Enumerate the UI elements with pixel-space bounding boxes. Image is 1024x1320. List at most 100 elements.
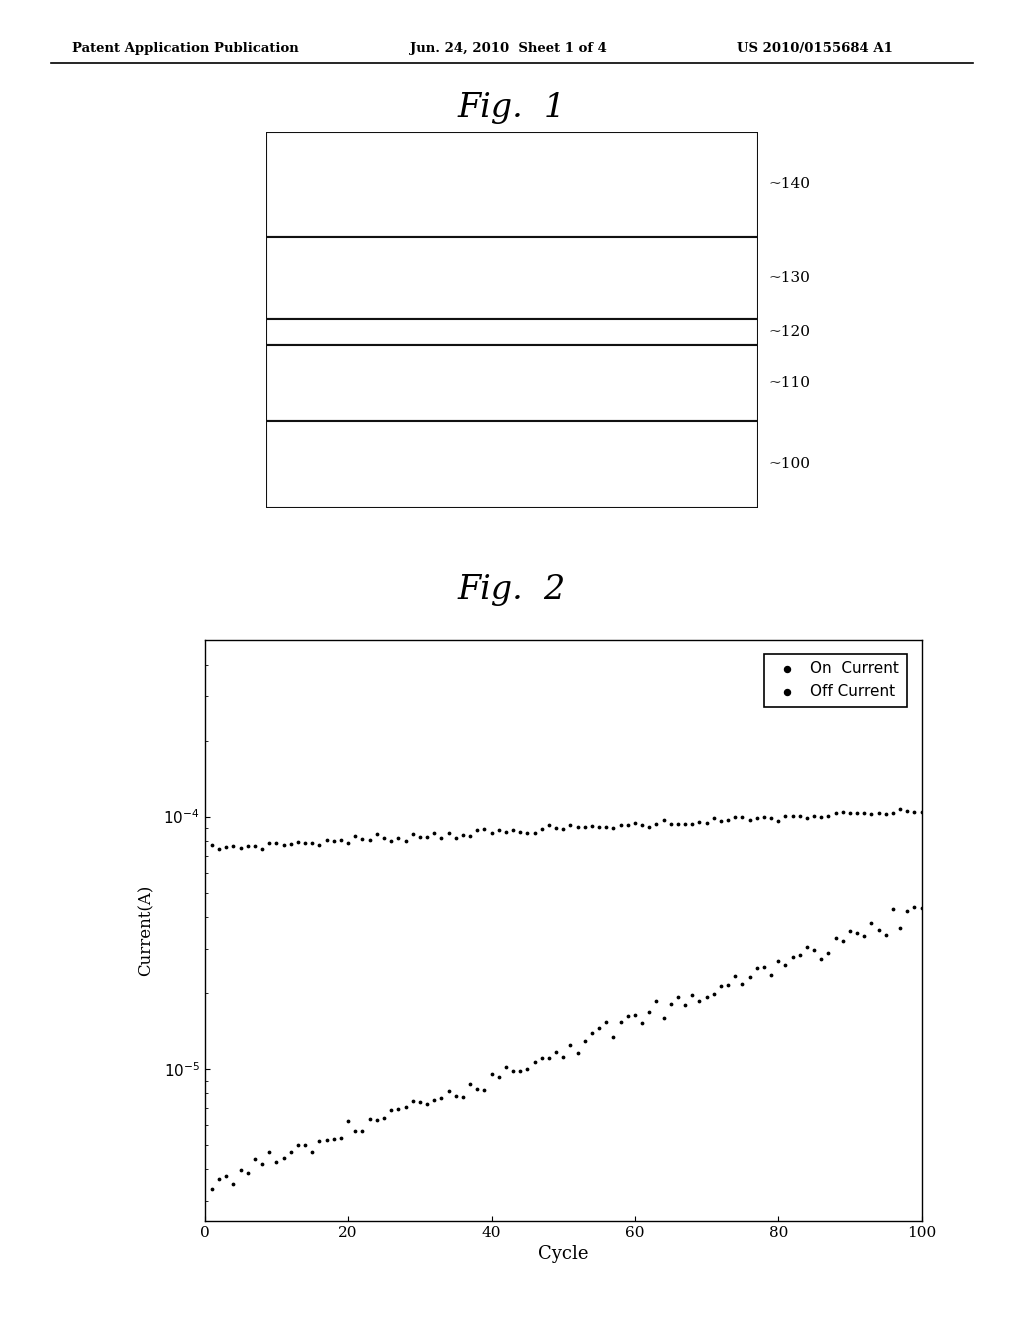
Off Current xyxy=(670,987,686,1008)
Off Current xyxy=(275,1147,292,1168)
Off Current xyxy=(577,1031,593,1052)
Off Current xyxy=(634,1012,650,1034)
Off Current xyxy=(856,925,872,946)
On  Current xyxy=(770,810,786,832)
On  Current xyxy=(892,799,908,820)
Off Current xyxy=(641,1002,657,1023)
Off Current xyxy=(433,1088,450,1109)
Off Current xyxy=(827,928,844,949)
Off Current xyxy=(404,1090,421,1111)
Bar xyxy=(266,345,758,421)
Off Current xyxy=(892,917,908,939)
On  Current xyxy=(326,830,342,851)
Off Current xyxy=(698,986,715,1007)
Off Current xyxy=(526,1052,543,1073)
Off Current xyxy=(548,1041,564,1063)
Off Current xyxy=(734,973,751,994)
On  Current xyxy=(655,809,672,830)
On  Current xyxy=(354,829,371,850)
Off Current xyxy=(498,1057,514,1078)
Off Current xyxy=(225,1173,242,1195)
On  Current xyxy=(268,833,285,854)
Off Current xyxy=(562,1035,579,1056)
On  Current xyxy=(806,807,822,828)
Off Current xyxy=(727,965,743,986)
Off Current xyxy=(361,1109,378,1130)
Off Current xyxy=(784,946,801,968)
Off Current xyxy=(677,994,693,1015)
Off Current xyxy=(519,1059,536,1080)
Off Current xyxy=(247,1148,263,1170)
On  Current xyxy=(283,833,299,854)
On  Current xyxy=(591,816,607,837)
Off Current xyxy=(569,1043,586,1064)
On  Current xyxy=(483,822,500,843)
Off Current xyxy=(612,1011,629,1032)
Off Current xyxy=(369,1109,385,1130)
On  Current xyxy=(827,803,844,824)
On  Current xyxy=(835,801,851,822)
Off Current xyxy=(763,965,779,986)
Text: ~100: ~100 xyxy=(768,458,810,471)
Bar xyxy=(266,421,758,508)
Text: ~120: ~120 xyxy=(768,325,810,339)
On  Current xyxy=(419,826,435,847)
Off Current xyxy=(268,1151,285,1172)
On  Current xyxy=(240,836,256,857)
On  Current xyxy=(856,803,872,824)
On  Current xyxy=(641,817,657,838)
On  Current xyxy=(333,829,349,850)
Off Current xyxy=(820,942,837,964)
Off Current xyxy=(591,1018,607,1039)
Off Current xyxy=(376,1107,392,1129)
On  Current xyxy=(225,836,242,857)
On  Current xyxy=(684,813,700,834)
On  Current xyxy=(376,828,392,849)
Off Current xyxy=(283,1142,299,1163)
Text: ~140: ~140 xyxy=(768,177,810,191)
On  Current xyxy=(218,837,234,858)
On  Current xyxy=(383,830,399,851)
On  Current xyxy=(526,822,543,843)
Off Current xyxy=(913,898,930,919)
On  Current xyxy=(455,825,471,846)
On  Current xyxy=(304,832,321,853)
On  Current xyxy=(663,813,679,834)
On  Current xyxy=(275,834,292,855)
Legend: On  Current, Off Current: On Current, Off Current xyxy=(765,653,907,706)
Off Current xyxy=(261,1142,278,1163)
On  Current xyxy=(361,829,378,850)
Off Current xyxy=(476,1080,493,1101)
Off Current xyxy=(756,957,772,978)
On  Current xyxy=(612,814,629,836)
On  Current xyxy=(677,813,693,834)
Text: Fig.  1: Fig. 1 xyxy=(458,92,566,124)
On  Current xyxy=(706,808,722,829)
On  Current xyxy=(727,807,743,828)
On  Current xyxy=(369,824,385,845)
Off Current xyxy=(749,957,765,978)
Off Current xyxy=(541,1048,557,1069)
Off Current xyxy=(232,1160,249,1181)
On  Current xyxy=(412,826,428,847)
On  Current xyxy=(440,822,457,843)
On  Current xyxy=(584,816,600,837)
On  Current xyxy=(569,817,586,838)
Bar xyxy=(266,132,758,238)
Off Current xyxy=(412,1092,428,1113)
Off Current xyxy=(318,1129,335,1150)
On  Current xyxy=(433,828,450,849)
On  Current xyxy=(426,822,442,843)
On  Current xyxy=(555,818,571,840)
On  Current xyxy=(698,813,715,834)
Off Current xyxy=(741,966,758,987)
Off Current xyxy=(878,924,894,945)
On  Current xyxy=(849,803,865,824)
Off Current xyxy=(254,1154,270,1175)
On  Current xyxy=(713,810,729,832)
Off Current xyxy=(440,1081,457,1102)
On  Current xyxy=(462,825,478,846)
Off Current xyxy=(684,985,700,1006)
Off Current xyxy=(290,1134,306,1155)
Off Current xyxy=(297,1134,313,1155)
